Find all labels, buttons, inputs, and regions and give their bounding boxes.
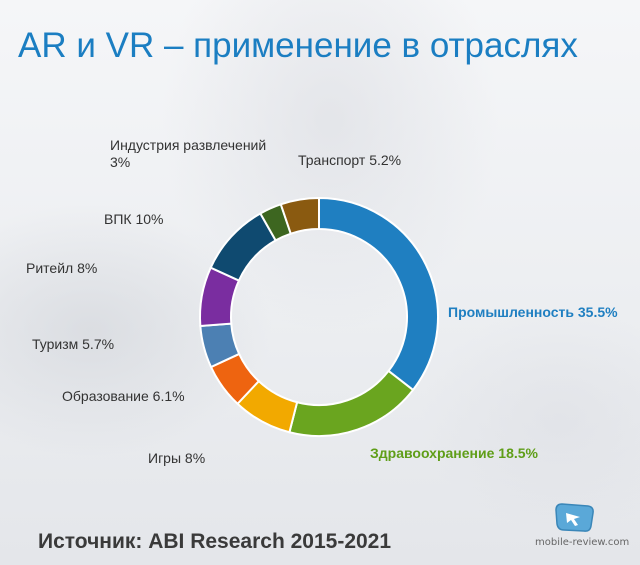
- slice-label-1: Промышленность 35.5%: [448, 304, 618, 320]
- slice-label-3: Игры 8%: [148, 450, 205, 466]
- source-caption: Источник: ABI Research 2015-2021: [38, 530, 392, 553]
- slice-label-6: Ритейл 8%: [26, 260, 97, 276]
- slice-label-4: Образование 6.1%: [62, 388, 185, 404]
- slice-label-9: Транспорт 5.2%: [298, 152, 401, 168]
- mobile-review-logo-icon: [555, 503, 594, 532]
- watermark-text: mobile-review.com: [535, 537, 630, 548]
- slice-label-7: ВПК 10%: [104, 211, 163, 227]
- slice-2: [288, 369, 415, 437]
- slice-1: [318, 196, 439, 392]
- slice-label-5: Туризм 5.7%: [32, 336, 114, 352]
- slice-9: [279, 196, 320, 235]
- slice-label-8: Индустрия развлечений 3%: [110, 137, 266, 170]
- slice-label-2: Здравоохранение 18.5%: [370, 445, 539, 461]
- page-title: AR и VR – применение в отраслях: [18, 26, 578, 65]
